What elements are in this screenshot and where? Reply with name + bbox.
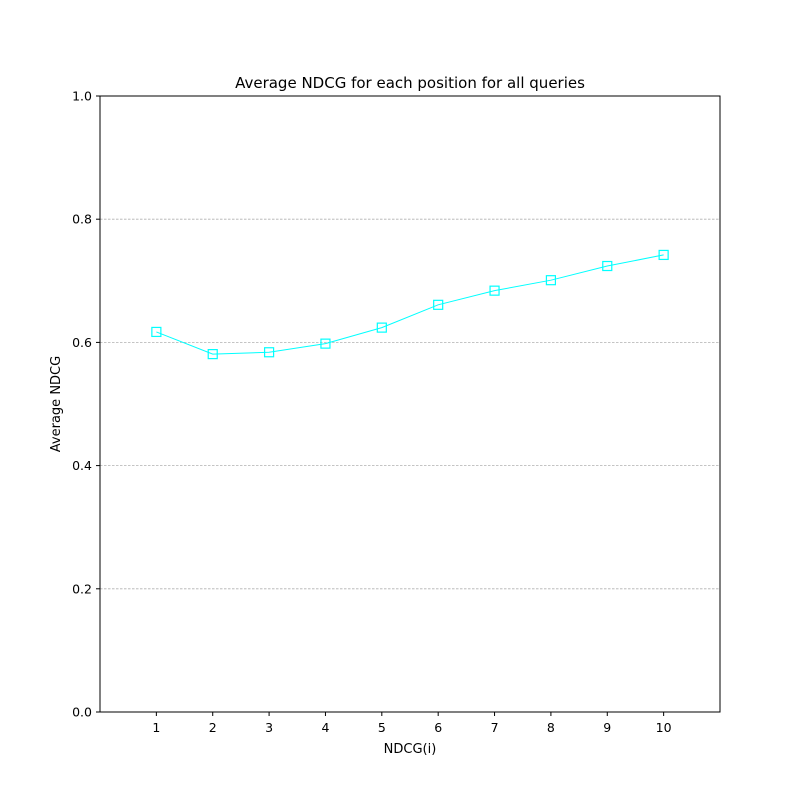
x-tick-label: 4 xyxy=(321,720,329,735)
data-point-marker xyxy=(376,322,387,333)
x-tick-label: 6 xyxy=(434,720,442,735)
data-point-marker xyxy=(602,260,613,272)
data-point-marker xyxy=(658,249,669,261)
x-tick-label: 7 xyxy=(491,720,499,735)
series-layer xyxy=(151,249,669,360)
data-point-marker xyxy=(263,347,275,358)
tick-layer: 0.0 0.2 0.4 0.6 0.8 1.0 1 2 3 4 5 6 7 8 9 10 xyxy=(72,89,672,736)
y-tick-label: 0.8 xyxy=(72,212,92,227)
data-point-marker xyxy=(545,275,557,286)
x-tick-label: 3 xyxy=(265,720,273,735)
data-point-marker xyxy=(207,349,218,360)
x-tick-label: 10 xyxy=(656,720,672,735)
y-axis-label: Average NDCG xyxy=(49,356,64,452)
x-tick-label: 5 xyxy=(378,720,386,735)
chart-title: Average NDCG for each position for all q… xyxy=(235,74,585,92)
x-tick-label: 1 xyxy=(152,720,160,735)
plot-frame xyxy=(99,95,721,713)
y-tick-label: 0.6 xyxy=(72,335,92,350)
data-point-marker xyxy=(320,338,331,349)
y-tick-label: 1.0 xyxy=(72,89,92,104)
grid-lines xyxy=(100,218,720,590)
data-point-marker xyxy=(433,299,444,310)
y-tick-label: 0.4 xyxy=(72,458,92,473)
y-tick-label: 0.2 xyxy=(72,581,92,596)
x-axis-label: NDCG(i) xyxy=(384,742,437,757)
x-tick-label: 8 xyxy=(547,720,555,735)
y-tick-label: 0.0 xyxy=(72,705,92,720)
x-tick-label: 2 xyxy=(209,720,217,735)
series-line xyxy=(156,254,664,355)
data-point-marker xyxy=(489,285,500,296)
x-tick-label: 9 xyxy=(603,720,611,735)
data-point-marker xyxy=(151,326,162,338)
